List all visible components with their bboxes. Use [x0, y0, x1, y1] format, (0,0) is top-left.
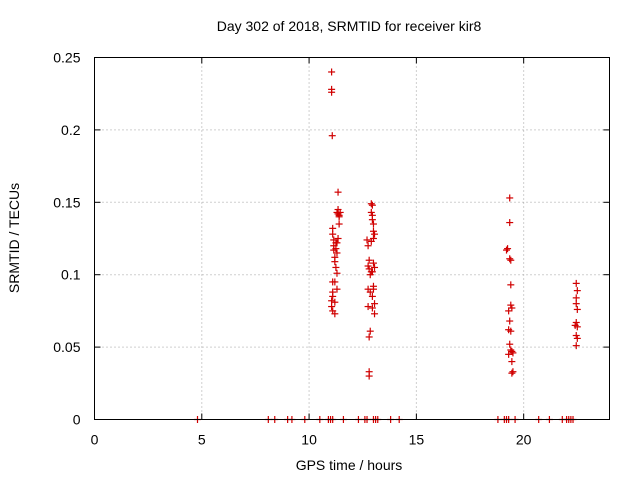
data-point [364, 303, 372, 311]
data-point [368, 304, 376, 312]
data-point [333, 249, 341, 257]
data-point [331, 310, 339, 318]
data-point [507, 281, 515, 289]
data-point [506, 194, 514, 202]
data-point [331, 258, 339, 266]
data-point [371, 310, 379, 318]
data-point [335, 213, 343, 221]
data-point [328, 68, 336, 76]
x-tick-label: 20 [516, 432, 532, 448]
data-point [332, 263, 340, 271]
data-point [328, 88, 336, 96]
data-point [365, 372, 373, 380]
data-point [331, 278, 339, 286]
y-axis-label: SRMTID / TECUs [6, 183, 22, 293]
y-tick-label: 0.05 [53, 339, 80, 355]
data-point [329, 292, 337, 300]
data-point [368, 268, 376, 276]
data-point [335, 220, 343, 228]
data-point [367, 237, 375, 245]
x-tick-label: 15 [409, 432, 425, 448]
data-point [506, 317, 514, 325]
data-point [505, 307, 513, 315]
data-point [369, 259, 377, 267]
data-point [508, 369, 516, 377]
data-point [369, 220, 377, 228]
data-point [363, 236, 371, 244]
x-tick-label: 10 [301, 432, 317, 448]
data-point [572, 342, 580, 350]
data-point [506, 219, 514, 227]
data-point [572, 300, 580, 308]
data-point [506, 255, 514, 263]
y-tick-label: 0 [73, 412, 81, 428]
data-point [334, 188, 342, 196]
data-point [573, 287, 581, 295]
data-point [508, 358, 516, 366]
data-point [328, 303, 336, 311]
data-point [507, 256, 515, 264]
data-point [503, 246, 510, 254]
y-tick-label: 0.2 [61, 122, 81, 138]
data-point [573, 305, 581, 313]
grid-lines [94, 57, 610, 420]
y-tick-label: 0.15 [53, 194, 80, 210]
plot-frame [94, 57, 610, 420]
data-point [336, 208, 344, 216]
data-point [364, 242, 372, 250]
data-point [509, 349, 517, 357]
data-point [334, 235, 342, 242]
data-point [329, 230, 337, 238]
axis-ticks: 0 5 10 15 20 0 0.05 0.1 0.15 0.2 0.25 [53, 50, 610, 448]
data-point [333, 269, 341, 277]
x-axis-label: GPS time / hours [296, 457, 403, 473]
data-point [333, 285, 341, 293]
data-point [365, 256, 373, 264]
data-point [366, 327, 374, 335]
data-point [369, 285, 377, 293]
chart-title: Day 302 of 2018, SRMTID for receiver kir… [217, 18, 482, 34]
data-point [371, 300, 379, 308]
y-tick-label: 0.25 [53, 50, 80, 66]
data-point [368, 216, 376, 224]
data-point [332, 245, 340, 253]
data-point [371, 230, 379, 238]
x-tick-label: 5 [198, 432, 206, 448]
data-point [572, 279, 580, 287]
data-point [505, 350, 513, 358]
data-point [367, 200, 375, 208]
y-tick-label: 0.1 [61, 267, 81, 283]
data-point [573, 323, 581, 331]
data-point [507, 327, 515, 335]
data-point [333, 239, 341, 247]
data-point [368, 201, 376, 209]
data-point [331, 298, 339, 306]
x-tick-label: 0 [91, 432, 99, 448]
data-point [506, 340, 514, 348]
data-point [509, 368, 517, 376]
data-point [368, 292, 376, 300]
data-point [573, 334, 581, 342]
data-point [504, 245, 512, 253]
data-point [371, 263, 379, 271]
data-point [365, 333, 373, 341]
data-point [328, 132, 336, 140]
